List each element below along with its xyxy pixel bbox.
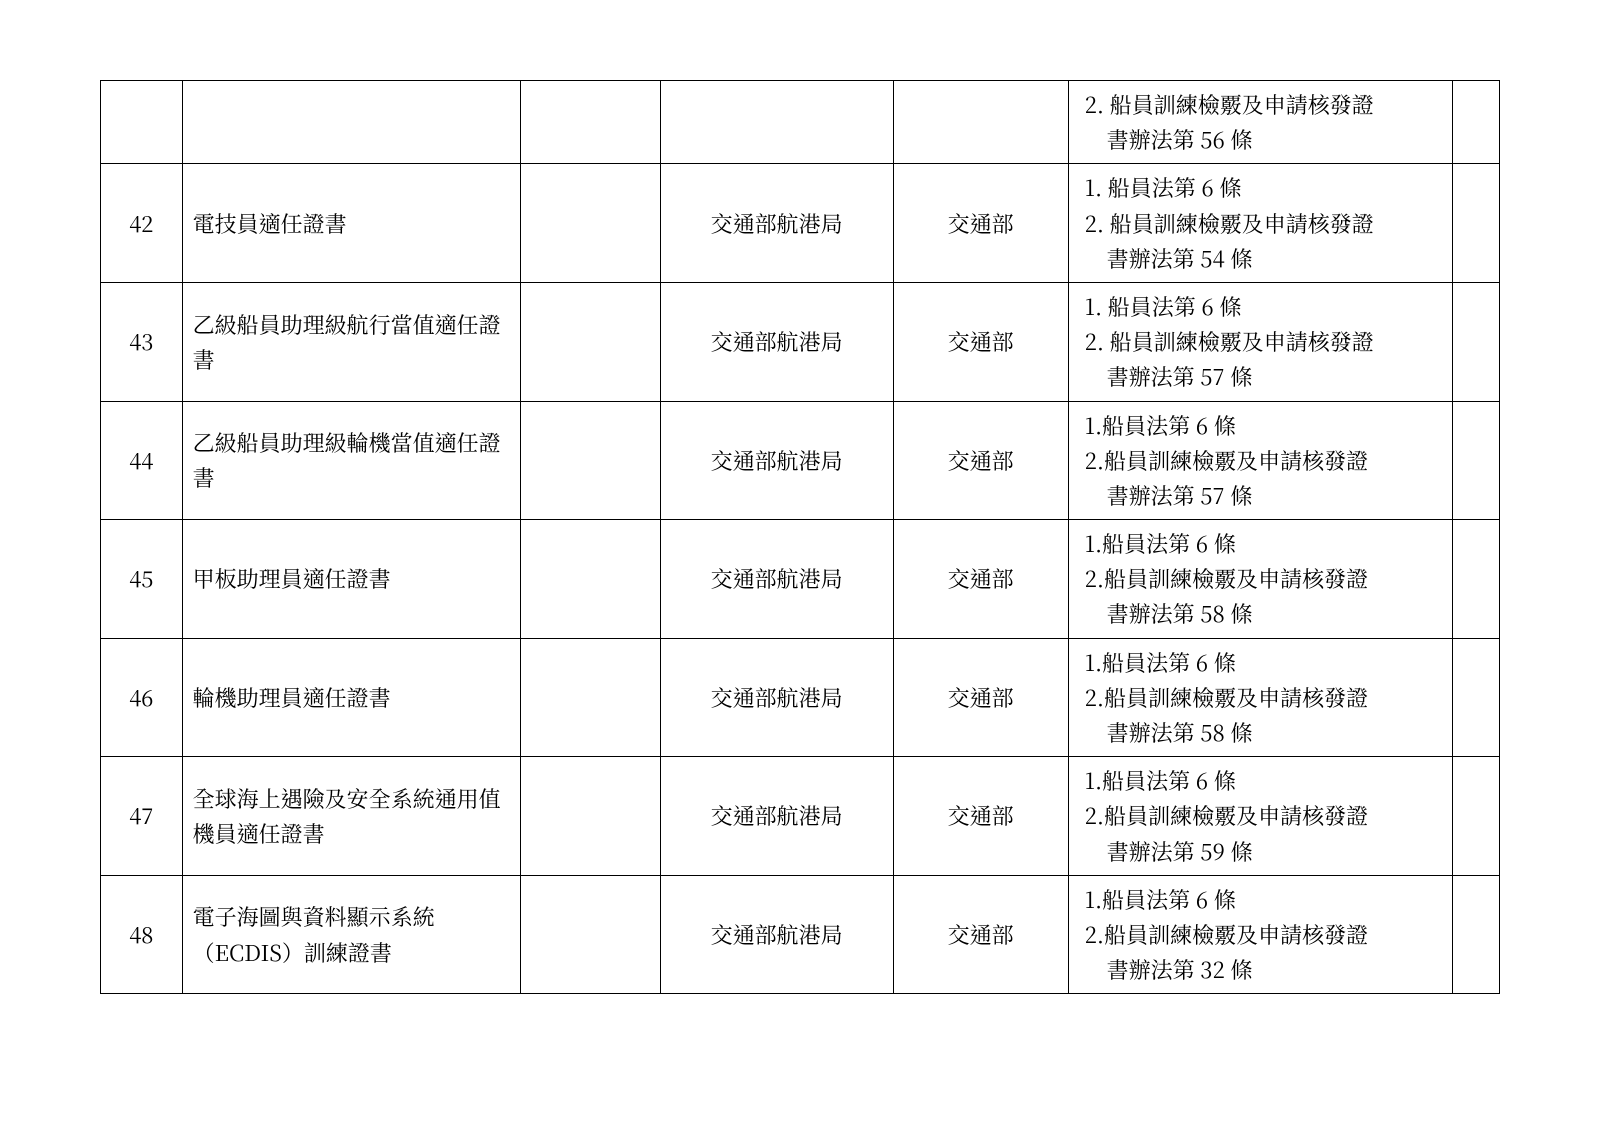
law-line: 1. 船員法第 6 條 [1085,289,1443,324]
law-line: 書辦法第 59 條 [1085,834,1443,869]
document-page: 2. 船員訓練檢覈及申請核發證 書辦法第 56 條 42 電技員適任證書 交通部… [0,0,1600,1074]
cell-agency [660,81,893,164]
cell-last [1453,520,1500,639]
law-line: 2. 船員訓練檢覈及申請核發證 [1085,324,1443,359]
law-line: 書辦法第 58 條 [1085,596,1443,631]
law-line: 2.船員訓練檢覈及申請核發證 [1085,561,1443,596]
law-line: 書辦法第 56 條 [1085,122,1443,157]
cell-name [182,81,520,164]
cell-agency: 交通部航港局 [660,164,893,283]
cell-law: 1.船員法第 6 條 2.船員訓練檢覈及申請核發證 書辦法第 58 條 [1068,638,1453,757]
cell-agency: 交通部航港局 [660,757,893,876]
cell-agency: 交通部航港局 [660,282,893,401]
cell-num: 47 [101,757,183,876]
cell-dept: 交通部 [893,757,1068,876]
cell-num: 45 [101,520,183,639]
cell-dept: 交通部 [893,875,1068,994]
cell-name: 乙級船員助理級航行當值適任證書 [182,282,520,401]
cell-agency: 交通部航港局 [660,401,893,520]
table-row: 46 輪機助理員適任證書 交通部航港局 交通部 1.船員法第 6 條 2.船員訓… [101,638,1500,757]
table-row: 2. 船員訓練檢覈及申請核發證 書辦法第 56 條 [101,81,1500,164]
cell-last [1453,282,1500,401]
cell-law: 1.船員法第 6 條 2.船員訓練檢覈及申請核發證 書辦法第 57 條 [1068,401,1453,520]
law-line: 1.船員法第 6 條 [1085,645,1443,680]
law-line: 書辦法第 54 條 [1085,241,1443,276]
cell-last [1453,401,1500,520]
cell-dept: 交通部 [893,164,1068,283]
cell-empty [520,757,660,876]
cell-num: 42 [101,164,183,283]
cell-law: 2. 船員訓練檢覈及申請核發證 書辦法第 56 條 [1068,81,1453,164]
cell-empty [520,520,660,639]
cell-agency: 交通部航港局 [660,875,893,994]
cell-law: 1. 船員法第 6 條 2. 船員訓練檢覈及申請核發證 書辦法第 54 條 [1068,164,1453,283]
cell-empty [520,81,660,164]
cell-law: 1.船員法第 6 條 2.船員訓練檢覈及申請核發證 書辦法第 59 條 [1068,757,1453,876]
cell-dept: 交通部 [893,520,1068,639]
cell-agency: 交通部航港局 [660,520,893,639]
cell-empty [520,282,660,401]
cell-name: 全球海上遇險及安全系統通用值機員適任證書 [182,757,520,876]
cell-law: 1.船員法第 6 條 2.船員訓練檢覈及申請核發證 書辦法第 58 條 [1068,520,1453,639]
table-row: 45 甲板助理員適任證書 交通部航港局 交通部 1.船員法第 6 條 2.船員訓… [101,520,1500,639]
law-line: 書辦法第 58 條 [1085,715,1443,750]
cell-num: 48 [101,875,183,994]
cell-name: 電子海圖與資料顯示系統（ECDIS）訓練證書 [182,875,520,994]
cell-name: 輪機助理員適任證書 [182,638,520,757]
table-row: 44 乙級船員助理級輪機當值適任證書 交通部航港局 交通部 1.船員法第 6 條… [101,401,1500,520]
cell-num: 46 [101,638,183,757]
certificates-table: 2. 船員訓練檢覈及申請核發證 書辦法第 56 條 42 電技員適任證書 交通部… [100,80,1500,994]
cell-dept: 交通部 [893,401,1068,520]
table-row: 48 電子海圖與資料顯示系統（ECDIS）訓練證書 交通部航港局 交通部 1.船… [101,875,1500,994]
cell-name: 甲板助理員適任證書 [182,520,520,639]
law-line: 1.船員法第 6 條 [1085,882,1443,917]
cell-empty [520,401,660,520]
cell-empty [520,875,660,994]
cell-dept: 交通部 [893,638,1068,757]
cell-num: 44 [101,401,183,520]
cell-num [101,81,183,164]
law-line: 2.船員訓練檢覈及申請核發證 [1085,680,1443,715]
law-line: 書辦法第 32 條 [1085,952,1443,987]
law-line: 2. 船員訓練檢覈及申請核發證 [1085,206,1443,241]
cell-name: 乙級船員助理級輪機當值適任證書 [182,401,520,520]
cell-last [1453,875,1500,994]
law-line: 1.船員法第 6 條 [1085,408,1443,443]
cell-dept: 交通部 [893,282,1068,401]
table-row: 47 全球海上遇險及安全系統通用值機員適任證書 交通部航港局 交通部 1.船員法… [101,757,1500,876]
law-line: 1.船員法第 6 條 [1085,526,1443,561]
cell-law: 1.船員法第 6 條 2.船員訓練檢覈及申請核發證 書辦法第 32 條 [1068,875,1453,994]
law-line: 書辦法第 57 條 [1085,359,1443,394]
cell-last [1453,81,1500,164]
law-line: 1. 船員法第 6 條 [1085,170,1443,205]
law-line: 2.船員訓練檢覈及申請核發證 [1085,917,1443,952]
cell-last [1453,164,1500,283]
cell-empty [520,638,660,757]
law-line: 2.船員訓練檢覈及申請核發證 [1085,798,1443,833]
law-line: 2. 船員訓練檢覈及申請核發證 [1085,87,1443,122]
cell-num: 43 [101,282,183,401]
cell-agency: 交通部航港局 [660,638,893,757]
cell-last [1453,757,1500,876]
cell-empty [520,164,660,283]
cell-name: 電技員適任證書 [182,164,520,283]
law-line: 2.船員訓練檢覈及申請核發證 [1085,443,1443,478]
table-row: 43 乙級船員助理級航行當值適任證書 交通部航港局 交通部 1. 船員法第 6 … [101,282,1500,401]
cell-dept [893,81,1068,164]
cell-last [1453,638,1500,757]
table-row: 42 電技員適任證書 交通部航港局 交通部 1. 船員法第 6 條 2. 船員訓… [101,164,1500,283]
law-line: 書辦法第 57 條 [1085,478,1443,513]
cell-law: 1. 船員法第 6 條 2. 船員訓練檢覈及申請核發證 書辦法第 57 條 [1068,282,1453,401]
law-line: 1.船員法第 6 條 [1085,763,1443,798]
